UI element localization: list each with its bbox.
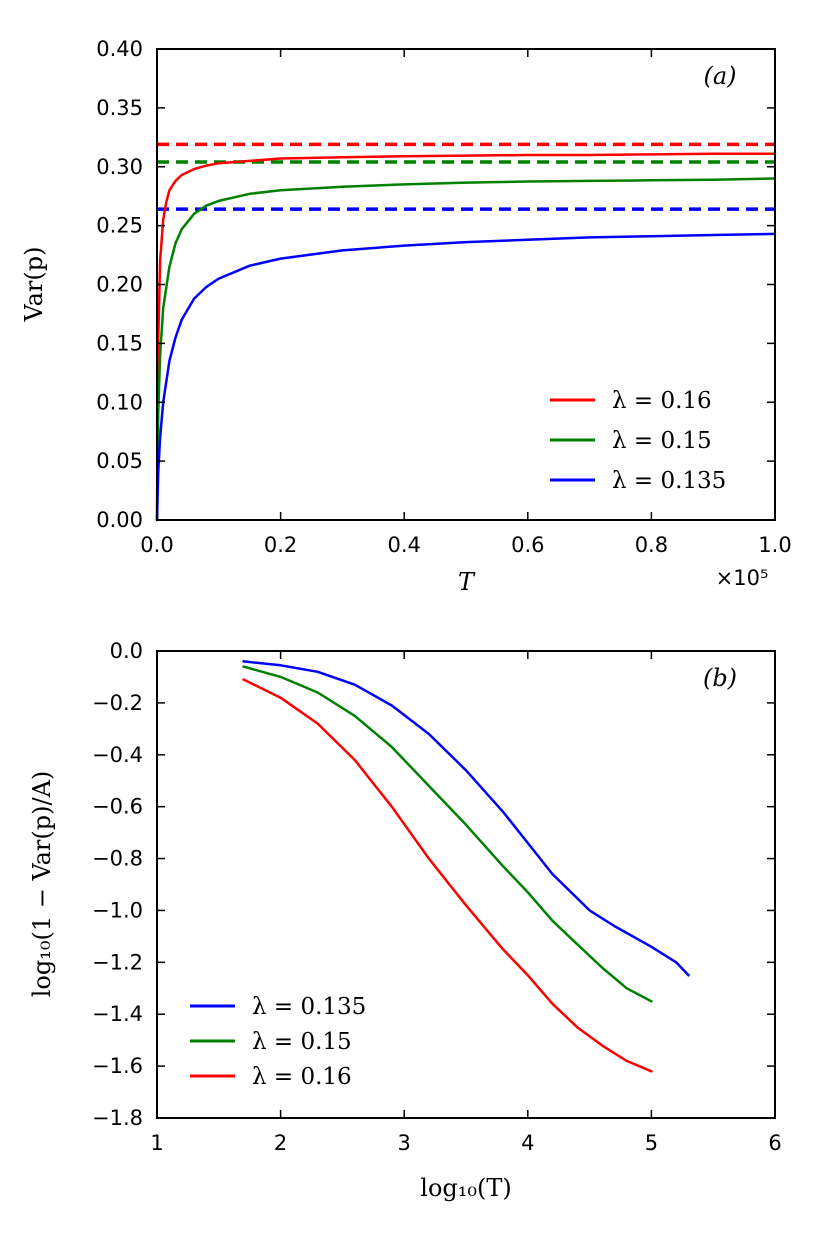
panel-b-ticks: 1 2 3 4 5 6 0.0 −0.2 −0.4 −0.6 −0.8 −1.0 −1.2 −1.4 −1.… xyxy=(92,639,782,1155)
series-line-2 xyxy=(242,678,653,1073)
y-tick-label: −0.6 xyxy=(92,795,143,819)
panel-a: 0.0 0.2 0.4 0.6 0.8 1.0 0.00 0.05 0.10 0.15 0.20 0.… xyxy=(20,37,792,596)
y-tick-label: 0.15 xyxy=(96,331,143,355)
x-tick-label: 0.2 xyxy=(264,533,297,557)
y-tick-label: 0.40 xyxy=(96,37,143,61)
panel-a-series xyxy=(155,142,777,522)
legend-label: λ = 0.15 xyxy=(252,1029,352,1055)
y-tick-label: −1.2 xyxy=(92,950,143,974)
legend-label: λ = 0.135 xyxy=(252,994,366,1020)
series-line-0 xyxy=(155,152,777,522)
panel-a-x-scale: ×10⁵ xyxy=(716,566,769,590)
x-tick-label: 3 xyxy=(398,1131,411,1155)
legend-label: λ = 0.16 xyxy=(612,388,712,414)
x-tick-label: 5 xyxy=(645,1131,658,1155)
panel-b-label: (b) xyxy=(703,664,737,692)
panel-a-y-label: Var(p) xyxy=(20,247,48,323)
x-tick-label: 1 xyxy=(150,1131,163,1155)
y-tick-label: −0.8 xyxy=(92,847,143,871)
panel-b-y-label: log₁₀(1 − Var(p)/A) xyxy=(28,771,56,998)
panel-b-series xyxy=(242,660,690,1073)
x-tick-label: 0.4 xyxy=(387,533,420,557)
x-tick-label: 4 xyxy=(521,1131,534,1155)
y-tick-label: −1.0 xyxy=(92,898,143,922)
panel-a-x-label: T xyxy=(458,568,476,596)
series-line-0 xyxy=(242,660,690,977)
y-tick-label: 0.05 xyxy=(96,449,143,473)
x-tick-label: 6 xyxy=(768,1131,781,1155)
panel-b: 1 2 3 4 5 6 0.0 −0.2 −0.4 −0.6 −0.8 −1.0 −1.2 −1.4 −1.… xyxy=(28,639,782,1202)
x-tick-label: 1.0 xyxy=(758,533,791,557)
panel-a-legend: λ = 0.16 λ = 0.15 λ = 0.135 xyxy=(550,388,726,494)
legend-label: λ = 0.15 xyxy=(612,428,712,454)
panel-b-legend: λ = 0.135 λ = 0.15 λ = 0.16 xyxy=(190,994,366,1090)
y-tick-label: 0.00 xyxy=(96,508,143,532)
panel-a-frame xyxy=(156,48,776,521)
panel-a-label: (a) xyxy=(703,62,736,90)
series-line-2 xyxy=(155,232,777,522)
y-tick-label: −0.4 xyxy=(92,743,143,767)
y-tick-label: 0.35 xyxy=(96,96,143,120)
panel-b-x-label: log₁₀(T) xyxy=(420,1174,511,1202)
x-tick-label: 0.8 xyxy=(635,533,668,557)
x-tick-label: 0.6 xyxy=(511,533,544,557)
y-tick-label: −1.6 xyxy=(92,1054,143,1078)
panel-a-ticks: 0.0 0.2 0.4 0.6 0.8 1.0 0.00 0.05 0.10 0.15 0.20 0.… xyxy=(96,37,791,557)
legend-label: λ = 0.16 xyxy=(252,1064,352,1090)
y-tick-label: −1.8 xyxy=(92,1106,143,1130)
series-line-1 xyxy=(155,177,777,522)
x-tick-label: 2 xyxy=(274,1131,287,1155)
y-tick-label: −0.2 xyxy=(92,691,143,715)
y-tick-label: 0.0 xyxy=(110,639,143,663)
y-tick-label: −1.4 xyxy=(92,1002,143,1026)
x-tick-label: 0.0 xyxy=(140,533,173,557)
y-tick-label: 0.20 xyxy=(96,273,143,297)
panel-b-frame xyxy=(156,650,776,1119)
y-tick-label: 0.10 xyxy=(96,390,143,414)
legend-label: λ = 0.135 xyxy=(612,468,726,494)
series-line-1 xyxy=(242,665,653,1003)
y-tick-label: 0.30 xyxy=(96,155,143,179)
y-tick-label: 0.25 xyxy=(96,214,143,238)
